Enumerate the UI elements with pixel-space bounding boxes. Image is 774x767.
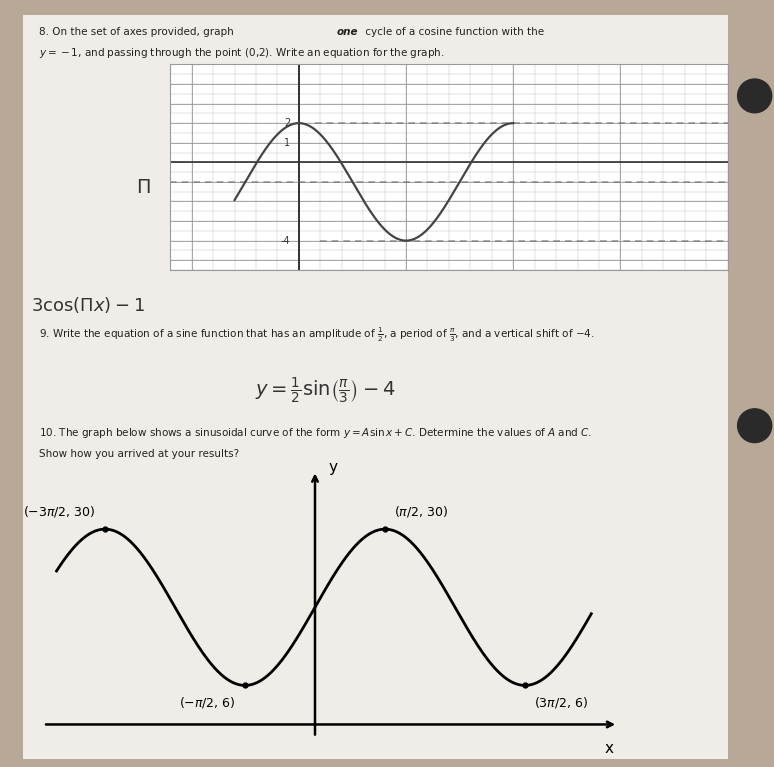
- Text: x: x: [604, 741, 614, 755]
- Text: $(3\pi/2,\,6)$: $(3\pi/2,\,6)$: [534, 695, 588, 710]
- Text: Show how you arrived at your results?: Show how you arrived at your results?: [39, 449, 239, 459]
- Text: $\Pi$: $\Pi$: [136, 179, 150, 197]
- Text: $(\pi/2,\,30)$: $(\pi/2,\,30)$: [394, 505, 448, 519]
- Text: one: one: [337, 27, 358, 37]
- Text: -4: -4: [281, 235, 290, 245]
- Text: 8. On the set of axes provided, graph: 8. On the set of axes provided, graph: [39, 27, 237, 37]
- Text: $y=\frac{1}{2}\sin\!\left(\frac{\pi}{3}\right)-4$: $y=\frac{1}{2}\sin\!\left(\frac{\pi}{3}\…: [255, 376, 396, 406]
- Text: $y = -1$, and passing through the point (0,2). Write an equation for the graph.: $y = -1$, and passing through the point …: [39, 46, 444, 60]
- FancyBboxPatch shape: [23, 15, 728, 759]
- Text: 9. Write the equation of a sine function that has an amplitude of $\frac{1}{2}$,: 9. Write the equation of a sine function…: [39, 326, 594, 344]
- Text: $3\cos(\Pi x)-1$: $3\cos(\Pi x)-1$: [31, 295, 145, 315]
- Text: cycle of a cosine function with the: cycle of a cosine function with the: [362, 27, 544, 37]
- Text: $(-\pi/2,\,6)$: $(-\pi/2,\,6)$: [180, 695, 236, 710]
- Text: $(-3\pi/2,\,30)$: $(-3\pi/2,\,30)$: [23, 505, 96, 519]
- Text: 1: 1: [284, 138, 290, 148]
- Text: y: y: [328, 459, 337, 475]
- Text: 10. The graph below shows a sinusoidal curve of the form $y = A\sin x + C$. Dete: 10. The graph below shows a sinusoidal c…: [39, 426, 591, 439]
- Text: 2: 2: [284, 118, 290, 128]
